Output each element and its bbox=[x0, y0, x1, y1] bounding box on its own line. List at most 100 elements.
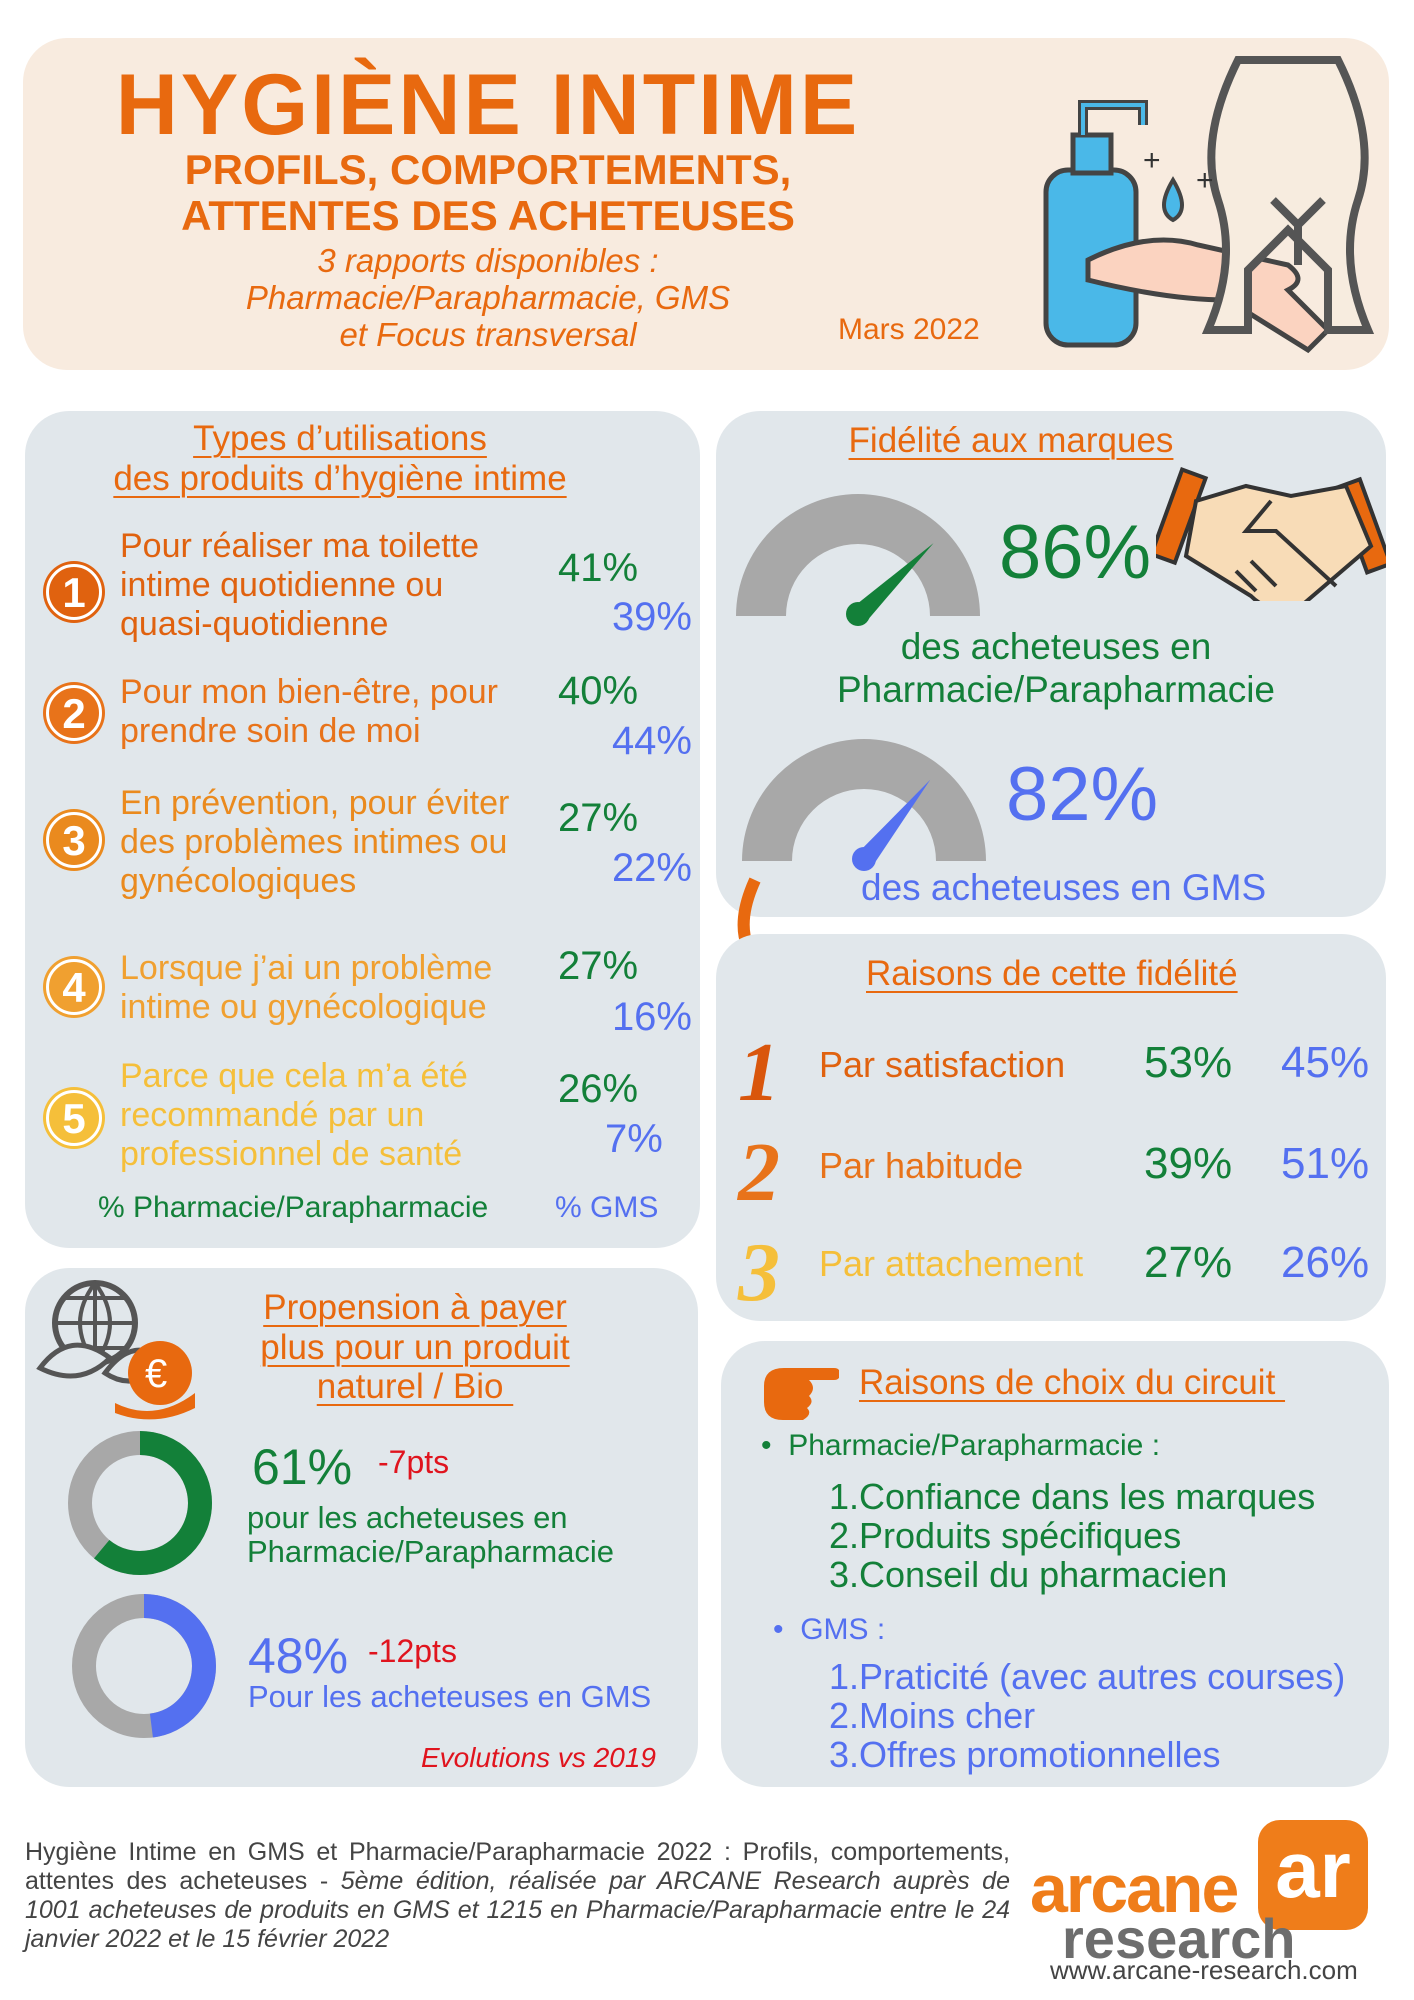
main-title: HYGIÈNE INTIME bbox=[115, 57, 861, 153]
pharma-loyalty-value: 86% bbox=[999, 510, 1152, 595]
gms-bio-delta: -12pts bbox=[368, 1633, 457, 1669]
reports-line-2: Pharmacie/Parapharmacie, GMS bbox=[245, 279, 731, 316]
reports-line-3: et Focus transversal bbox=[339, 316, 637, 353]
svg-text:+: + bbox=[1143, 144, 1161, 177]
reason-3-pharma: 27% bbox=[1144, 1238, 1233, 1287]
reason-3-gms: 26% bbox=[1281, 1238, 1370, 1287]
usage-1-gms: 39% bbox=[611, 595, 692, 639]
reason-2-gms: 51% bbox=[1281, 1139, 1370, 1188]
pharma-reason-1: 1.Confiance dans les marques bbox=[829, 1476, 1316, 1517]
rank-badge-1: 1 bbox=[46, 564, 102, 620]
gms-channel-head: • GMS : bbox=[773, 1613, 886, 1646]
usage-item-5: Parce que cela m’a été recommandé par un p… bbox=[120, 1057, 468, 1173]
reason-label-2: Par habitude bbox=[819, 1145, 1024, 1186]
usage-5-gms: 7% bbox=[605, 1117, 663, 1161]
loyalty-reasons-panel: Raisons de cette fidélité 1 Par satisfac… bbox=[716, 934, 1386, 1321]
pharma-channel-head: • Pharmacie/Parapharmacie : bbox=[761, 1429, 1161, 1462]
reason-1-pharma: 53% bbox=[1144, 1038, 1233, 1087]
legend-pharma: % Pharmacie/Parapharmacie bbox=[98, 1191, 489, 1224]
pharma-bio-donut bbox=[68, 1431, 212, 1575]
pointing-hand-icon bbox=[764, 1368, 839, 1420]
usage-types-panel: Types d’utilisations des produits d’hygi… bbox=[25, 411, 700, 1248]
pharma-bio-value: 61% bbox=[252, 1439, 353, 1495]
propension-title-3: naturel / Bio bbox=[316, 1367, 514, 1406]
gms-bio-label: Pour les acheteuses en GMS bbox=[248, 1679, 652, 1714]
globe-leaf-euro-icon: € bbox=[36, 1280, 195, 1420]
pharma-bio-label-1: pour les acheteuses en bbox=[247, 1500, 568, 1535]
reason-2-pharma: 39% bbox=[1144, 1139, 1233, 1188]
gauge-hub bbox=[846, 602, 870, 626]
pharma-bio-label-2: Pharmacie/Parapharmacie bbox=[247, 1534, 615, 1569]
willingness-to-pay-panel: € Propension à payer plus pour un produi… bbox=[25, 1268, 698, 1787]
gauge-needle bbox=[856, 779, 931, 868]
evolution-note: Evolutions vs 2019 bbox=[420, 1742, 656, 1773]
logo-arcane: arcane bbox=[1030, 1851, 1239, 1927]
gms-loyalty-gauge bbox=[742, 739, 986, 871]
reasons-title: Raisons de cette fidélité bbox=[866, 954, 1238, 993]
reason-rank-1: 1 bbox=[738, 1026, 780, 1119]
usage-item-4: Lorsque j’ai un problème intime ou gynéco… bbox=[120, 949, 493, 1026]
arcane-logo[interactable]: arcane ar research bbox=[1030, 1820, 1400, 1970]
svg-text:+: + bbox=[1196, 164, 1214, 197]
gauge-needle bbox=[851, 543, 934, 624]
reports-line-1: 3 rapports disponibles : bbox=[317, 242, 659, 279]
footer-source-text: Hygiène Intime en GMS et Pharmacie/Parap… bbox=[25, 1838, 1010, 1953]
legend-gms: % GMS bbox=[555, 1191, 659, 1224]
brand-loyalty-panel: Fidélité aux marques 86% des acheteuses … bbox=[716, 411, 1386, 917]
usage-title-2: des produits d’hygiène intime bbox=[113, 459, 567, 498]
usage-1-pharma: 41% bbox=[558, 546, 639, 590]
reason-label-1: Par satisfaction bbox=[819, 1044, 1066, 1085]
usage-2-gms: 44% bbox=[611, 719, 692, 763]
usage-4-gms: 16% bbox=[611, 995, 692, 1039]
propension-title-2: plus pour un produit bbox=[260, 1328, 570, 1367]
pharma-channel-list: 1.Confiance dans les marques 2.Produits … bbox=[829, 1477, 1315, 1594]
propension-title-1: Propension à payer bbox=[263, 1288, 567, 1327]
channel-title: Raisons de choix du circuit bbox=[859, 1363, 1286, 1402]
usage-2-pharma: 40% bbox=[558, 669, 639, 713]
gauge-arc bbox=[736, 494, 980, 616]
gms-loyalty-label: des acheteuses en GMS bbox=[861, 867, 1267, 908]
gauge-arc bbox=[742, 739, 986, 861]
header-banner: HYGIÈNE INTIME PROFILS, COMPORTEMENTS, A… bbox=[23, 38, 1389, 370]
usage-3-pharma: 27% bbox=[558, 796, 639, 840]
usage-item-2: Pour mon bien-être, pour prendre soin de … bbox=[120, 673, 498, 750]
donut-value-arc bbox=[72, 1594, 216, 1738]
usage-item-3: En prévention, pour éviter des problèmes … bbox=[120, 784, 510, 900]
usage-5-pharma: 26% bbox=[558, 1067, 639, 1111]
rank-badge-5: 5 bbox=[46, 1090, 102, 1146]
usage-4-pharma: 27% bbox=[558, 944, 639, 988]
rank-badge-4: 4 bbox=[46, 959, 102, 1015]
gms-bio-donut bbox=[72, 1594, 216, 1738]
pharma-reason-3: 3.Conseil du pharmacien bbox=[829, 1554, 1228, 1595]
rank-badge-2: 2 bbox=[46, 685, 102, 741]
gms-reason-1: 1.Praticité (avec autres courses) bbox=[829, 1656, 1346, 1697]
subtitle-1: PROFILS, COMPORTEMENTS, bbox=[184, 146, 792, 193]
gms-channel-list: 1.Praticité (avec autres courses) 2.Moin… bbox=[829, 1657, 1345, 1774]
gms-reason-3: 3.Offres promotionnelles bbox=[829, 1734, 1221, 1775]
handshake-icon bbox=[1156, 467, 1386, 601]
pharma-bio-delta: -7pts bbox=[378, 1444, 450, 1480]
pharma-loyalty-gauge bbox=[736, 494, 980, 626]
soap-hand-body-icon: ++ bbox=[1043, 56, 1375, 354]
pharma-loyalty-label-2: Pharmacie/Parapharmacie bbox=[836, 669, 1276, 710]
usage-title-1: Types d’utilisations bbox=[193, 419, 487, 458]
usage-item-1: Pour réaliser ma toilette intime quotidie… bbox=[120, 527, 480, 643]
website-link[interactable]: www.arcane-research.com bbox=[1050, 1955, 1358, 1985]
pharma-loyalty-label-1: des acheteuses en bbox=[900, 626, 1212, 667]
gauge-hub bbox=[852, 847, 876, 871]
svg-text:€: € bbox=[145, 1352, 167, 1396]
loyalty-title: Fidélité aux marques bbox=[848, 421, 1174, 460]
logo-research: research bbox=[1062, 1907, 1296, 1970]
usage-3-gms: 22% bbox=[611, 846, 692, 890]
donut-value-arc bbox=[68, 1431, 212, 1575]
gms-reason-2: 2.Moins cher bbox=[829, 1695, 1036, 1736]
gms-loyalty-value: 82% bbox=[1006, 752, 1159, 837]
reason-rank-3: 3 bbox=[738, 1226, 780, 1319]
report-date: Mars 2022 bbox=[838, 313, 980, 346]
reason-1-gms: 45% bbox=[1281, 1038, 1370, 1087]
rank-badge-3: 3 bbox=[46, 812, 102, 868]
subtitle-2: ATTENTES DES ACHETEUSES bbox=[181, 192, 795, 239]
reason-label-3: Par attachement bbox=[819, 1243, 1084, 1284]
reason-rank-2: 2 bbox=[738, 1126, 780, 1219]
channel-choice-panel: Raisons de choix du circuit • Pharmacie/… bbox=[721, 1341, 1389, 1787]
